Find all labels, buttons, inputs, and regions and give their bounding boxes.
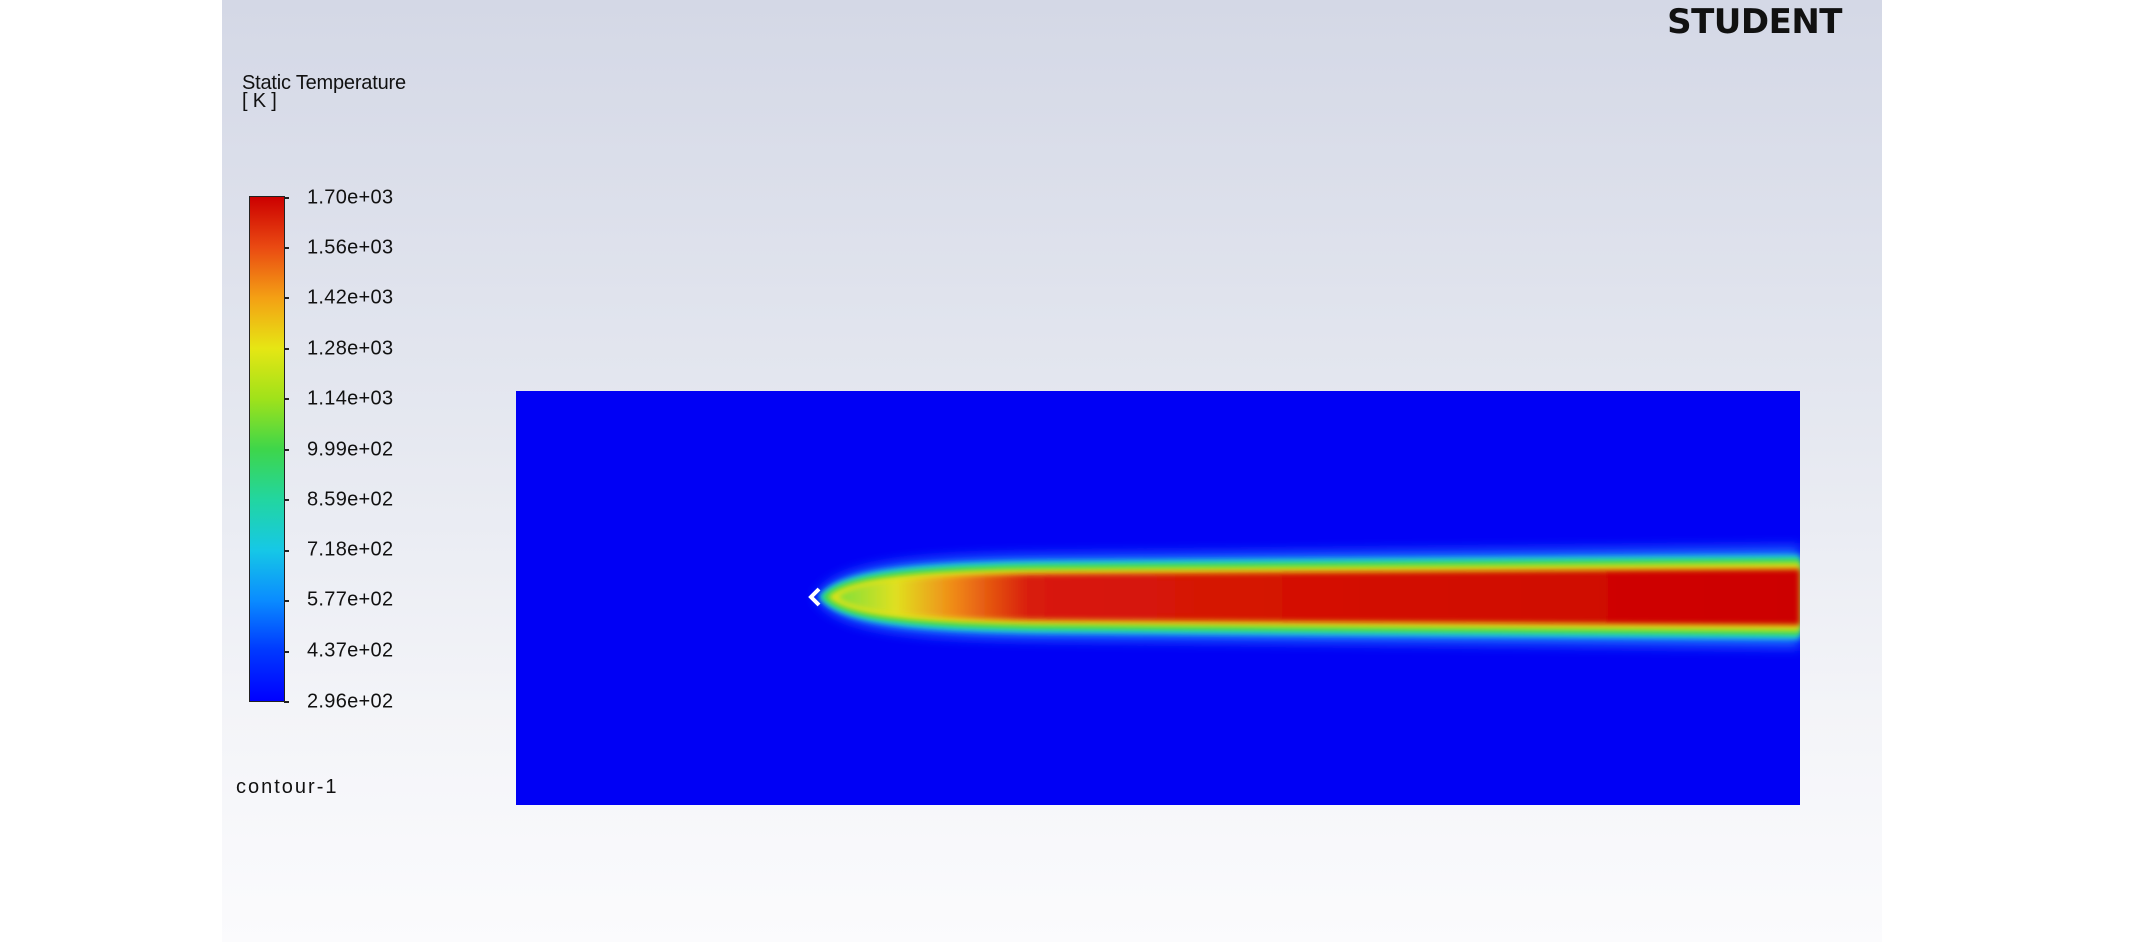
- colorbar-tick: [284, 499, 289, 501]
- colorbar-tick-label: 1.42e+03: [307, 286, 394, 309]
- legend-title: Static Temperature [ K ]: [242, 72, 406, 112]
- colorbar-tick: [284, 701, 289, 703]
- colorbar-tick: [284, 348, 289, 350]
- graphics-viewport[interactable]: STUDENT Static Temperature [ K ] 1.70e+0…: [222, 0, 1882, 942]
- colorbar-tick: [284, 197, 289, 199]
- colorbar-tick: [284, 398, 289, 400]
- contour-name-label: contour-1: [236, 776, 339, 798]
- colorbar-tick-label: 9.99e+02: [307, 438, 394, 461]
- colorbar-tick: [284, 550, 289, 552]
- colorbar-tick-label: 2.96e+02: [307, 690, 394, 713]
- colorbar-tick-label: 1.56e+03: [307, 236, 394, 259]
- colorbar-tick-label: 5.77e+02: [307, 588, 394, 611]
- legend-title-quantity: Static Temperature: [242, 72, 406, 94]
- inlet-marker: [808, 587, 821, 607]
- flame-contour-plot: [516, 391, 1800, 805]
- colorbar-tick-label: 1.14e+03: [307, 387, 394, 410]
- flame-hot-core: [838, 569, 1800, 625]
- legend-title-unit: [ K ]: [242, 90, 277, 112]
- colorbar-tick: [284, 297, 289, 299]
- colorbar-tick-label: 4.37e+02: [307, 639, 394, 662]
- colorbar-tick-label: 8.59e+02: [307, 488, 394, 511]
- colorbar: [249, 196, 285, 702]
- student-watermark: STUDENT: [1667, 2, 1842, 42]
- colorbar-tick-label: 7.18e+02: [307, 538, 394, 561]
- colorbar-tick: [284, 449, 289, 451]
- colorbar-tick: [284, 247, 289, 249]
- colorbar-tick: [284, 651, 289, 653]
- colorbar-tick-label: 1.28e+03: [307, 337, 394, 360]
- colorbar-tick: [284, 600, 289, 602]
- temperature-contour-domain[interactable]: [516, 391, 1800, 805]
- colorbar-tick-label: 1.70e+03: [307, 186, 394, 209]
